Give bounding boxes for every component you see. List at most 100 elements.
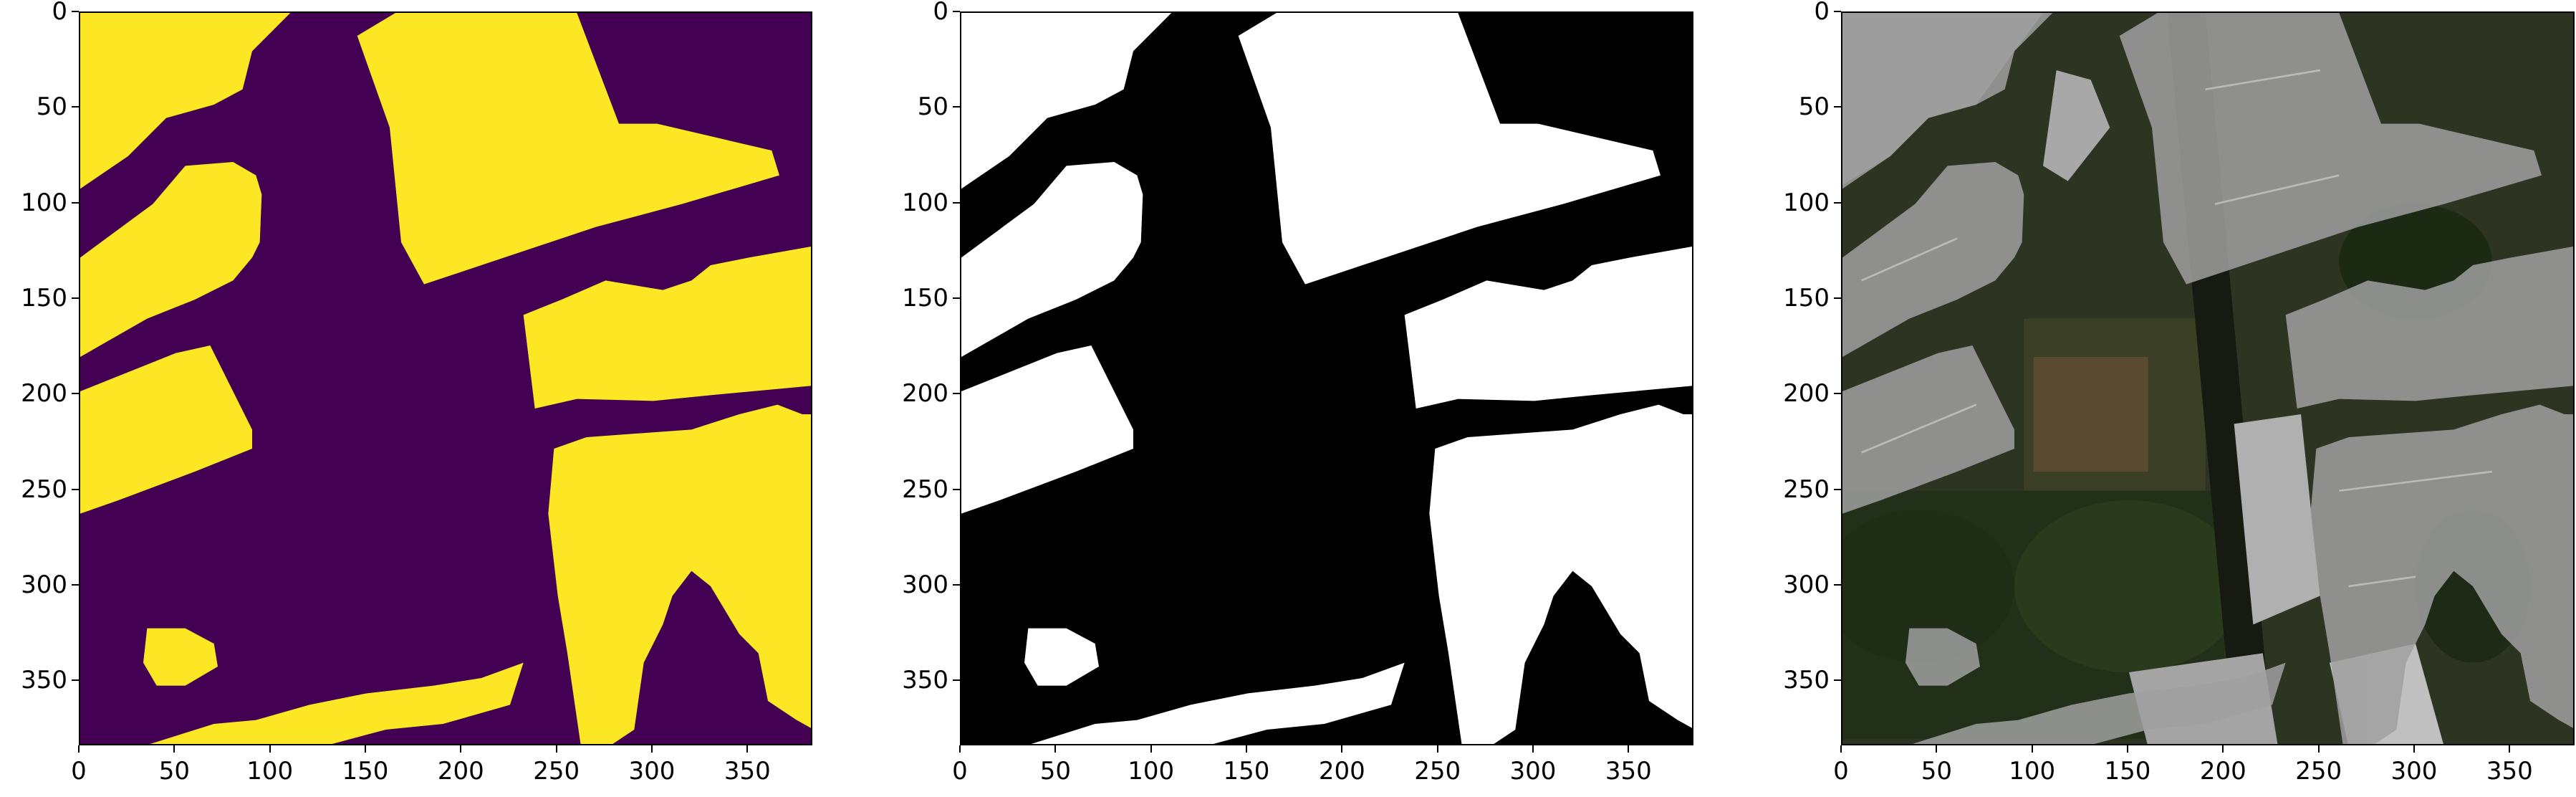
overlay-region	[2285, 247, 2573, 409]
y-tick	[953, 297, 960, 299]
y-tick	[953, 393, 960, 395]
y-tick-label: 350	[1783, 666, 1830, 695]
y-tick-label: 150	[1783, 284, 1830, 312]
panel-label-mask	[79, 11, 812, 745]
y-tick-label: 100	[902, 188, 948, 217]
y-tick-label: 300	[21, 571, 67, 599]
y-tick-label: 250	[1783, 474, 1830, 504]
y-tick	[1834, 106, 1841, 108]
y-tick-label: 50	[917, 92, 948, 122]
overlay-region	[1912, 662, 2286, 744]
binary-mask-image	[961, 13, 1692, 744]
x-tick-label: 350	[2486, 757, 2533, 786]
y-tick-label: 50	[36, 92, 67, 122]
overlay-region	[2119, 13, 2542, 285]
y-tick-label: 350	[902, 666, 948, 695]
y-tick	[953, 584, 960, 586]
x-tick-label: 0	[71, 757, 87, 786]
y-tick-label: 250	[21, 474, 67, 504]
panel-rgb-overlay	[1841, 11, 2575, 745]
panel-binary-mask	[960, 11, 1693, 745]
x-tick	[651, 745, 653, 753]
x-tick-label: 50	[1921, 757, 1952, 786]
x-tick	[365, 745, 366, 753]
y-tick	[953, 679, 960, 682]
y-tick-label: 100	[21, 188, 67, 217]
y-tick	[72, 106, 79, 108]
x-tick-label: 300	[628, 757, 676, 786]
x-tick	[746, 745, 749, 753]
y-tick	[72, 393, 79, 395]
x-tick-label: 350	[724, 757, 771, 786]
x-tick	[2127, 745, 2128, 753]
x-tick	[959, 745, 961, 753]
y-tick-label: 350	[21, 666, 67, 695]
y-tick-label: 200	[1783, 379, 1830, 409]
x-tick	[1054, 745, 1057, 753]
y-tick	[953, 488, 960, 490]
x-tick-label: 250	[1414, 757, 1461, 786]
mask-region	[961, 162, 1143, 357]
x-tick	[269, 745, 271, 753]
y-tick-label: 50	[1798, 92, 1830, 122]
overlay-region	[1905, 628, 1980, 686]
mask-region	[961, 345, 1133, 514]
x-tick-label: 300	[2390, 757, 2438, 786]
y-tick	[72, 201, 79, 204]
x-tick-label: 0	[1833, 757, 1849, 786]
rooftop	[2234, 414, 2320, 625]
mask-region	[1238, 13, 1661, 285]
x-tick-label: 150	[342, 757, 389, 786]
x-tick	[1840, 745, 1842, 753]
x-tick-label: 100	[2009, 757, 2056, 786]
x-tick	[2317, 745, 2320, 753]
x-tick-label: 350	[1605, 757, 1652, 786]
vegetation	[1842, 204, 2530, 740]
y-tick-label: 300	[902, 571, 948, 599]
y-tick	[1834, 488, 1841, 490]
x-tick-label: 150	[2104, 757, 2151, 786]
x-tick	[555, 745, 557, 753]
x-tick-label: 200	[437, 757, 484, 786]
overlay-region	[2310, 404, 2573, 744]
y-tick	[72, 297, 79, 299]
y-tick	[953, 106, 960, 108]
y-tick	[1834, 679, 1841, 682]
mask-region	[357, 13, 780, 285]
y-tick-label: 150	[21, 284, 67, 312]
y-tick-label: 200	[21, 379, 67, 409]
x-tick	[1436, 745, 1438, 753]
x-tick-label: 100	[246, 757, 294, 786]
x-tick	[1150, 745, 1152, 753]
x-tick-label: 50	[1039, 757, 1071, 786]
mask-region	[80, 162, 262, 357]
y-tick-label: 0	[1814, 0, 1830, 26]
x-tick-label: 250	[2295, 757, 2342, 786]
x-tick	[2413, 745, 2415, 753]
x-tick-label: 250	[533, 757, 580, 786]
x-tick	[1341, 745, 1343, 753]
mask-region	[961, 13, 1172, 189]
y-tick	[72, 679, 79, 682]
y-tick-label: 300	[1783, 571, 1830, 599]
y-tick	[1834, 584, 1841, 586]
y-tick	[953, 201, 960, 204]
aerial-image	[1842, 13, 2573, 744]
x-tick	[1628, 745, 1630, 753]
y-tick-label: 0	[933, 0, 948, 26]
x-tick	[2509, 745, 2511, 753]
x-tick-label: 100	[1128, 757, 1175, 786]
x-tick-label: 50	[158, 757, 190, 786]
x-tick-label: 0	[952, 757, 968, 786]
mask-region	[80, 13, 291, 189]
overlay-region	[1842, 13, 2053, 189]
mask-region	[143, 628, 218, 686]
y-tick	[72, 11, 79, 12]
mask-region	[1404, 247, 1692, 409]
y-tick	[1834, 201, 1841, 204]
mask-region	[1429, 404, 1692, 744]
y-tick-label: 250	[902, 474, 948, 504]
y-tick-label: 100	[1783, 188, 1830, 217]
x-tick	[78, 745, 80, 753]
overlay-region	[1842, 345, 2014, 514]
